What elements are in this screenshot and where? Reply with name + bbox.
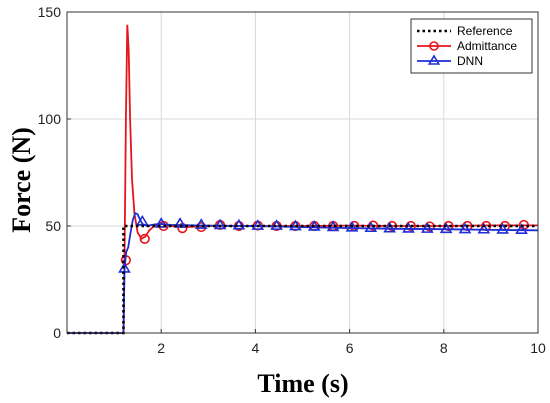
dnn-marker [515, 223, 528, 234]
x-tick-label: 4 [252, 340, 260, 356]
dnn-marker [154, 217, 168, 228]
dnn-marker [477, 222, 491, 234]
legend-marker-admittance [429, 41, 439, 51]
dnn-marker [232, 218, 246, 230]
dnn-marker [439, 222, 453, 234]
reference-line [67, 224, 538, 335]
dnn-marker [251, 219, 265, 230]
y-tick-label: 50 [45, 218, 61, 234]
plot-frame [66, 11, 539, 334]
dnn-marker [345, 220, 359, 232]
admittance-marker [139, 233, 150, 244]
y-tick-label: 100 [38, 111, 62, 127]
reference-series [67, 224, 538, 335]
dnn-marker [383, 221, 396, 233]
dnn-marker [213, 218, 227, 230]
legend-label-reference: Reference [457, 24, 513, 38]
dnn-marker [402, 222, 415, 233]
dnn-marker [307, 220, 321, 231]
dnn-marker [420, 222, 434, 233]
legend-label-admittance: Admittance [457, 39, 517, 53]
x-tick-label: 2 [157, 340, 165, 356]
dnn-marker [194, 218, 208, 229]
legend-label-dnn: DNN [457, 54, 483, 68]
y-tick-label: 0 [53, 325, 61, 341]
dnn-marker [458, 222, 472, 234]
legend-marker-dnn [427, 54, 441, 65]
x-tick-label: 6 [346, 340, 354, 356]
dnn-marker [496, 223, 510, 234]
x-axis-title: Time (s) [257, 369, 348, 398]
x-tick-label: 8 [440, 340, 448, 356]
y-axis-title: Force (N) [7, 127, 36, 233]
x-tick-label: 10 [530, 340, 546, 356]
y-tick-label: 150 [38, 4, 62, 20]
